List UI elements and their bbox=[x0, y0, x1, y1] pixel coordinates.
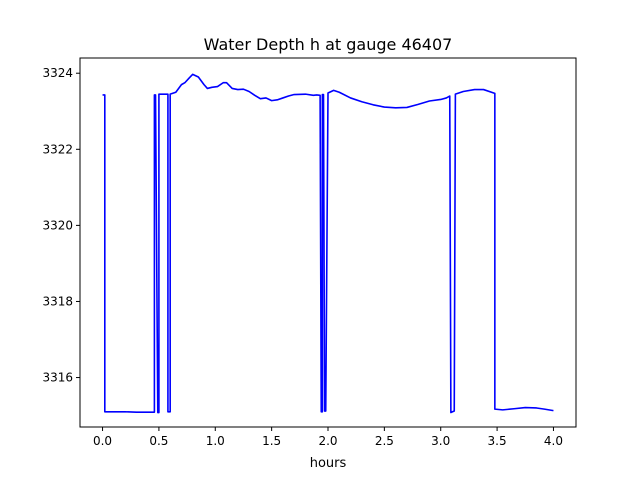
y-tick-label: 3320 bbox=[42, 218, 73, 232]
y-tick-label: 3318 bbox=[42, 294, 73, 308]
y-tick-label: 3322 bbox=[42, 142, 73, 156]
x-axis: 0.0 0.5 1.0 1.5 2.0 2.5 3.0 3.5 4.0 bbox=[93, 427, 563, 448]
x-tick-label: 3.5 bbox=[488, 434, 507, 448]
x-tick-label: 0.5 bbox=[149, 434, 168, 448]
x-axis-label: hours bbox=[310, 456, 347, 471]
x-tick-label: 1.0 bbox=[206, 434, 225, 448]
y-tick-label: 3324 bbox=[42, 66, 73, 80]
series-line bbox=[102, 73, 554, 414]
y-axis: 3316 3318 3320 3322 3324 bbox=[42, 66, 80, 385]
series-layer bbox=[102, 73, 554, 414]
x-tick-label: 2.0 bbox=[318, 434, 337, 448]
chart-title: Water Depth h at gauge 46407 bbox=[204, 35, 453, 54]
x-tick-label: 0.0 bbox=[93, 434, 112, 448]
x-tick-label: 2.5 bbox=[375, 434, 394, 448]
y-tick-label: 3316 bbox=[42, 371, 73, 385]
x-tick-label: 1.5 bbox=[262, 434, 281, 448]
plot-frame bbox=[79, 57, 577, 428]
x-tick-label: 4.0 bbox=[544, 434, 563, 448]
x-tick-label: 3.0 bbox=[431, 434, 450, 448]
